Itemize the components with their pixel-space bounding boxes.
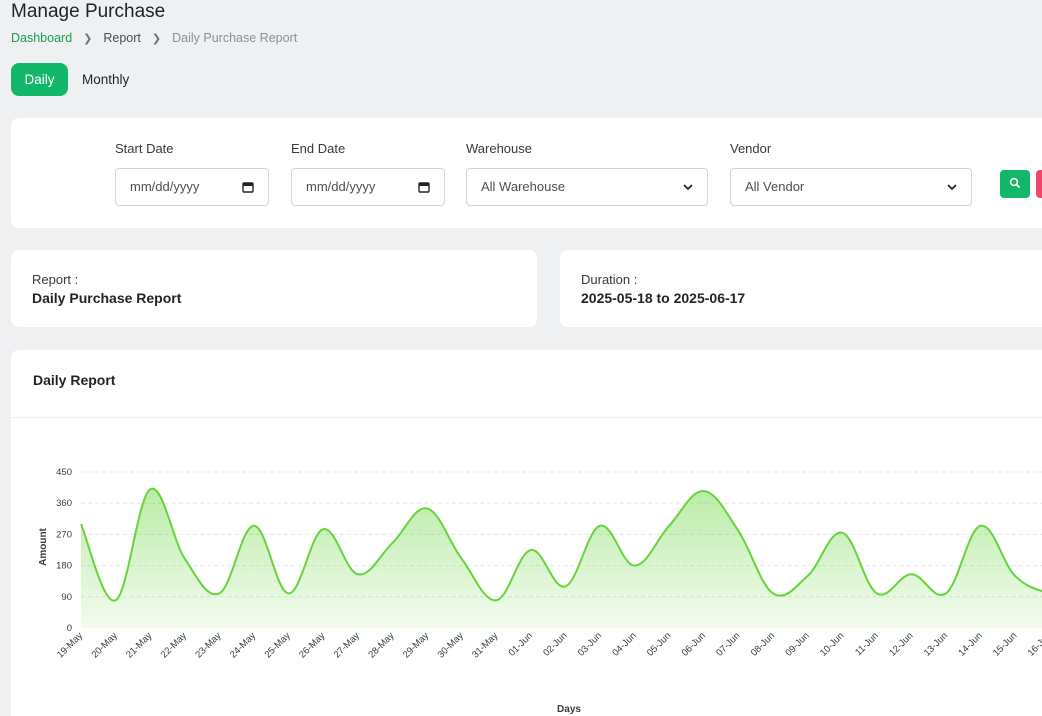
y-tick-label: 0 [67, 623, 72, 634]
daily-report-card: Daily Report 0 90 180 270 360 450 19-May 20-Ma… [11, 350, 1042, 716]
chevron-down-icon [947, 184, 957, 191]
y-axis-title: Amount [38, 527, 49, 565]
breadcrumb-dashboard-link[interactable]: Dashboard [11, 31, 73, 45]
x-tick-label: 12-Jun [887, 630, 915, 658]
x-tick-label: 13-Jun [922, 630, 950, 658]
vendor-label: Vendor [730, 141, 772, 156]
x-tick-label: 30-May [436, 630, 466, 660]
chevron-down-icon [683, 184, 693, 191]
search-button[interactable] [1000, 170, 1030, 198]
report-info-card: Report : Daily Purchase Report [11, 250, 537, 327]
breadcrumb-report[interactable]: Report [103, 31, 141, 45]
x-tick-label: 01-Jun [507, 630, 535, 658]
series-line [80, 487, 1042, 602]
x-tick-label: 09-Jun [783, 630, 811, 658]
x-tick-label: 26-May [297, 630, 327, 660]
calendar-icon[interactable] [418, 181, 430, 193]
warehouse-select[interactable]: All Warehouse [466, 168, 708, 206]
y-tick-label: 360 [56, 498, 72, 509]
x-tick-label: 20-May [90, 630, 120, 660]
x-tick-label: 24-May [228, 630, 258, 660]
x-tick-label: 07-Jun [714, 630, 742, 658]
duration-label: Duration : [581, 272, 638, 287]
x-tick-label: 31-May [470, 630, 500, 660]
y-tick-label: 180 [56, 561, 72, 572]
x-tick-label: 06-Jun [680, 630, 708, 658]
x-tick-label: 28-May [366, 630, 396, 660]
x-tick-label: 15-Jun [991, 630, 1019, 658]
vendor-select[interactable]: All Vendor [730, 168, 972, 206]
duration-value: 2025-05-18 to 2025-06-17 [581, 290, 746, 306]
start-date-input[interactable]: mm/dd/yyyy [115, 168, 269, 206]
end-date-input[interactable]: mm/dd/yyyy [291, 168, 445, 206]
x-tick-label: 05-Jun [645, 630, 673, 658]
vendor-value: All Vendor [745, 179, 805, 194]
x-tick-label: 14-Jun [956, 630, 984, 658]
tab-monthly[interactable]: Monthly [82, 72, 130, 87]
page-title: Manage Purchase [11, 1, 166, 22]
search-icon [1009, 177, 1021, 189]
x-axis-title: Days [557, 704, 581, 715]
start-date-label: Start Date [115, 141, 174, 156]
chart-title: Daily Report [33, 372, 116, 388]
series-area-fill [81, 488, 1042, 628]
calendar-icon[interactable] [242, 181, 254, 193]
chevron-right-icon: ❯ [83, 32, 93, 45]
reset-button[interactable] [1036, 170, 1042, 198]
x-tick-label: 03-Jun [576, 630, 604, 658]
x-tick-label: 21-May [124, 630, 154, 660]
y-tick-label: 270 [56, 529, 72, 540]
x-tick-label: 25-May [263, 630, 293, 660]
x-tick-label: 23-May [193, 630, 223, 660]
y-tick-label: 90 [61, 592, 72, 603]
x-tick-label: 04-Jun [610, 630, 638, 658]
tab-daily[interactable]: Daily [11, 63, 68, 96]
x-tick-label: 29-May [401, 630, 431, 660]
x-tick-label: 08-Jun [749, 630, 777, 658]
duration-info-card: Duration : 2025-05-18 to 2025-06-17 [560, 250, 1042, 327]
filter-card: Start Date mm/dd/yyyy End Date mm/dd/yyy… [11, 118, 1042, 228]
x-tick-label: 02-Jun [541, 630, 569, 658]
divider [11, 417, 1042, 418]
breadcrumb-current: Daily Purchase Report [172, 31, 298, 45]
start-date-placeholder: mm/dd/yyyy [130, 179, 200, 194]
y-tick-label: 450 [56, 467, 72, 478]
x-tick-label: 11-Jun [853, 630, 881, 658]
x-tick-label: 27-May [332, 630, 362, 660]
warehouse-label: Warehouse [466, 141, 532, 156]
report-label: Report : [32, 272, 79, 287]
x-tick-label: 16-Jun [1026, 630, 1042, 658]
end-date-label: End Date [291, 141, 346, 156]
report-value: Daily Purchase Report [32, 290, 182, 306]
chevron-right-icon: ❯ [151, 32, 162, 45]
x-tick-label: 19-May [55, 630, 85, 660]
breadcrumb: Dashboard ❯ Report ❯ Daily Purchase Repo… [11, 31, 297, 45]
x-tick-label: 22-May [159, 630, 189, 660]
warehouse-value: All Warehouse [481, 179, 566, 194]
daily-report-chart: 0 90 180 270 360 450 19-May 20-May 21-May 22-May… [38, 467, 1042, 715]
end-date-placeholder: mm/dd/yyyy [306, 179, 376, 194]
x-tick-label: 10-Jun [818, 630, 846, 658]
